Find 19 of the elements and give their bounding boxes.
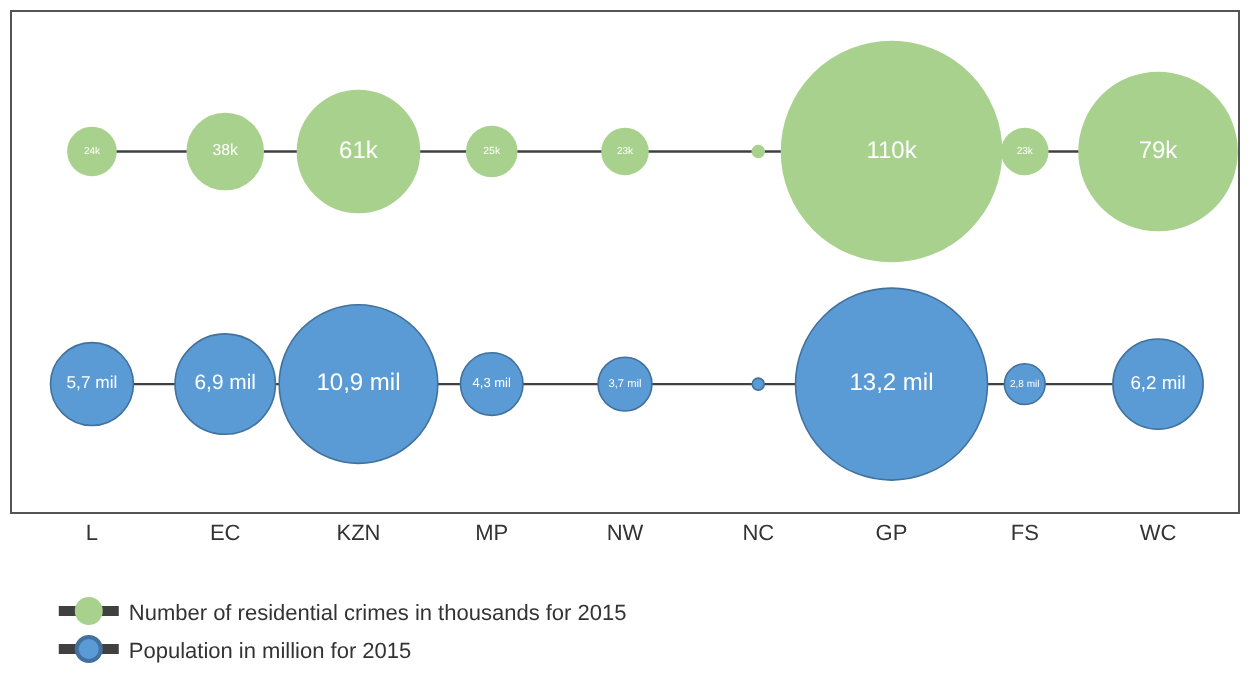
data-label: 61k [339,135,380,164]
data-label: 6,9 mil [194,373,256,396]
category-label: EC [209,522,241,547]
category-label: MP [475,522,509,547]
category-label: NC [742,522,775,547]
category-label: GP [875,522,908,547]
legend-label: Number of residential crimes in thousands for 2015 [128,601,627,626]
category-label: L [85,522,99,547]
legend-label: Population in million for 2015 [128,639,412,664]
category-label: FS [1010,522,1039,547]
data-label: 5,7 mil [66,372,118,393]
data-label: 10,9 mil [316,368,401,397]
data-label: 13,2 mil [849,368,934,397]
category-label: WC [1139,522,1177,547]
category-label: NW [606,522,645,547]
category-label: KZN [336,522,381,547]
data-label: 110k [866,135,919,164]
data-label: 6,2 mil [1130,370,1186,393]
data-label: 79k [1138,135,1180,164]
